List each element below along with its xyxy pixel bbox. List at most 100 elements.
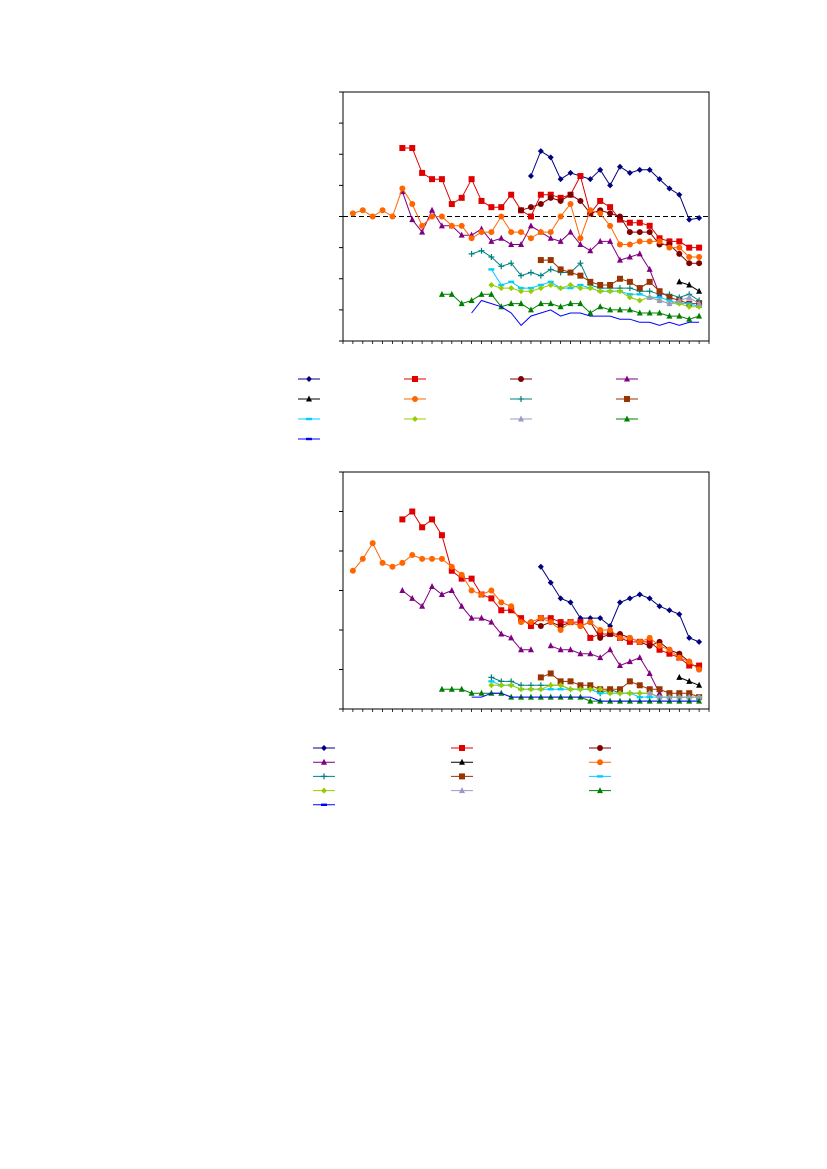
data-point	[498, 283, 505, 287]
data-point	[448, 563, 455, 570]
data-point	[587, 682, 594, 689]
data-point	[587, 686, 594, 693]
data-point	[607, 281, 614, 288]
chart-2	[313, 471, 710, 806]
data-point	[616, 599, 623, 606]
data-point	[369, 540, 376, 547]
data-point	[419, 222, 426, 229]
data-point	[438, 290, 445, 297]
data-point	[557, 176, 564, 183]
data-point	[626, 253, 633, 260]
data-point	[666, 300, 673, 307]
data-point	[646, 238, 653, 245]
data-point	[686, 260, 693, 267]
data-point	[537, 257, 544, 264]
data-point	[636, 250, 643, 257]
data-point	[567, 191, 574, 198]
data-point	[597, 686, 604, 693]
data-point	[666, 650, 673, 657]
data-point	[616, 686, 623, 693]
data-point	[557, 688, 564, 691]
data-point	[547, 642, 554, 649]
data-point	[616, 216, 623, 223]
data-point	[458, 602, 465, 609]
data-point	[636, 219, 643, 226]
legend-swatch-marker	[597, 745, 603, 751]
data-point	[527, 686, 534, 693]
data-point	[518, 615, 525, 622]
data-point	[646, 229, 653, 236]
data-point	[577, 283, 584, 287]
data-point	[587, 207, 594, 214]
data-point	[577, 686, 584, 693]
data-point	[656, 603, 663, 610]
data-point	[349, 210, 356, 217]
data-point	[607, 204, 614, 211]
data-point	[577, 623, 584, 630]
data-point	[547, 281, 554, 288]
data-point	[429, 213, 436, 220]
data-point	[597, 615, 604, 622]
data-point	[468, 297, 475, 304]
series-6	[349, 185, 703, 260]
data-point	[389, 563, 396, 570]
legend-swatch-marker	[597, 787, 603, 794]
data-point	[527, 619, 534, 626]
legend-item	[451, 787, 473, 794]
data-point	[518, 207, 525, 214]
data-point	[626, 293, 633, 296]
data-point	[399, 587, 406, 593]
series-line	[540, 259, 700, 305]
data-point	[547, 579, 554, 586]
data-point	[537, 229, 544, 236]
data-point	[626, 241, 633, 248]
data-point	[419, 555, 426, 562]
data-point	[527, 269, 534, 276]
data-point	[686, 253, 693, 260]
data-point	[557, 266, 564, 273]
data-point	[656, 642, 663, 649]
data-point	[547, 266, 554, 273]
series-11	[646, 293, 703, 307]
data-point	[686, 693, 693, 700]
data-point	[597, 288, 604, 295]
data-point	[488, 680, 495, 683]
data-point	[488, 587, 495, 594]
legend-item	[313, 758, 335, 765]
data-point	[369, 213, 376, 220]
data-point	[626, 285, 633, 292]
data-point	[518, 286, 525, 290]
legend-item	[589, 745, 611, 751]
data-point	[616, 213, 623, 220]
data-point	[567, 228, 574, 235]
data-point	[676, 312, 683, 319]
data-point	[409, 551, 416, 558]
data-point	[547, 191, 554, 198]
legend-swatch-marker	[321, 758, 327, 765]
data-point	[448, 290, 455, 297]
data-point	[616, 634, 623, 641]
data-point	[696, 253, 703, 260]
data-point	[498, 630, 505, 637]
legend-swatch-marker	[518, 376, 524, 382]
data-point	[587, 309, 594, 316]
data-point	[537, 623, 544, 630]
legend-item	[451, 745, 473, 751]
data-point	[518, 646, 525, 653]
data-point	[636, 682, 643, 689]
data-point	[646, 222, 653, 229]
data-point	[419, 524, 426, 531]
data-point	[587, 176, 594, 183]
data-point	[656, 693, 663, 700]
data-point	[646, 166, 653, 173]
series-3	[518, 191, 703, 267]
data-point	[626, 306, 633, 313]
data-point	[498, 213, 505, 220]
data-point	[567, 678, 574, 685]
legend-item	[404, 396, 426, 402]
data-point	[626, 294, 633, 301]
data-point	[607, 690, 614, 697]
data-point	[696, 260, 703, 267]
legend-item	[451, 773, 473, 780]
data-point	[488, 595, 495, 602]
